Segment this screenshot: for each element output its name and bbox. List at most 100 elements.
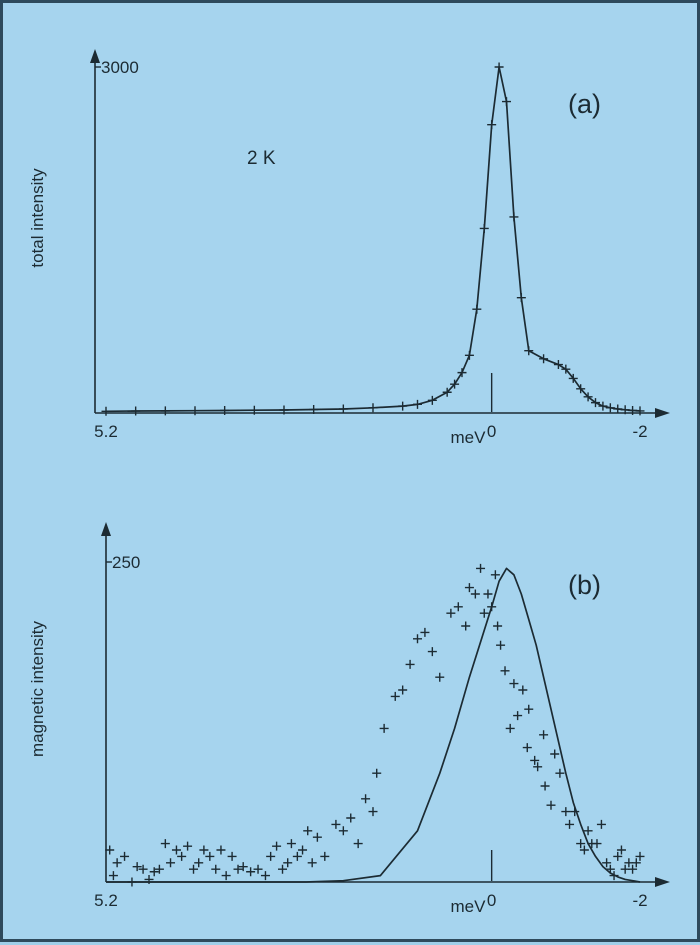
series-0-point bbox=[298, 845, 308, 855]
series-0-point bbox=[530, 755, 540, 765]
series-0-point bbox=[453, 602, 463, 612]
series-0-point bbox=[190, 406, 200, 416]
series-0-point bbox=[361, 794, 371, 804]
series-0-point bbox=[312, 832, 322, 842]
series-0-point bbox=[540, 781, 550, 791]
series-0-point bbox=[505, 723, 515, 733]
y-tick-label: 3000 bbox=[101, 58, 139, 77]
series-0-point bbox=[216, 845, 226, 855]
series-0-point bbox=[602, 858, 612, 868]
series-0-point bbox=[220, 405, 230, 415]
series-0-point bbox=[238, 862, 248, 872]
series-0-point bbox=[500, 666, 510, 676]
series-0-point bbox=[628, 864, 638, 874]
y-tick-label: 250 bbox=[112, 553, 140, 572]
series-0-point bbox=[279, 405, 289, 415]
series-0-point bbox=[613, 851, 623, 861]
series-0-point bbox=[205, 851, 215, 861]
series-0-point bbox=[583, 826, 593, 836]
series-0-point bbox=[598, 401, 608, 411]
series-0-point bbox=[132, 862, 142, 872]
series-0-point bbox=[266, 851, 276, 861]
series-0-point bbox=[464, 583, 474, 593]
series-0-point bbox=[108, 871, 118, 881]
series-0-point bbox=[591, 398, 600, 408]
series-0-point bbox=[539, 730, 549, 740]
series-0-point bbox=[160, 839, 170, 849]
series-1-line bbox=[106, 567, 641, 883]
series-0-point bbox=[464, 350, 474, 360]
series-0-point bbox=[160, 406, 170, 416]
series-0-point bbox=[233, 864, 243, 874]
series-0-point bbox=[120, 851, 130, 861]
series-0-point bbox=[631, 858, 641, 868]
series-0-point bbox=[561, 807, 571, 817]
series-0-point bbox=[522, 743, 532, 753]
series-0-point bbox=[635, 406, 645, 416]
series-0-point bbox=[596, 819, 606, 829]
series-0-point bbox=[516, 293, 526, 303]
series-0-point bbox=[616, 845, 626, 855]
x-axis-label: meV bbox=[451, 897, 487, 916]
series-0-point bbox=[635, 851, 645, 861]
series-0-point bbox=[283, 858, 293, 868]
x-tick-label: -2 bbox=[632, 891, 647, 910]
series-0-point bbox=[513, 711, 523, 721]
series-0-point bbox=[568, 373, 578, 383]
series-0-point bbox=[353, 839, 363, 849]
series-0-point bbox=[435, 672, 445, 682]
series-0-point bbox=[278, 864, 288, 874]
series-0-point bbox=[502, 97, 511, 107]
x-axis-arrow bbox=[655, 408, 670, 418]
series-0-point bbox=[398, 685, 408, 695]
series-0-point bbox=[189, 864, 199, 874]
x-tick-label: 5.2 bbox=[94, 422, 118, 441]
series-0-point bbox=[221, 871, 231, 881]
series-0-point bbox=[483, 589, 493, 599]
series-0-point bbox=[470, 589, 480, 599]
series-0-point bbox=[546, 800, 556, 810]
y-axis-label: magnetic intensity bbox=[28, 620, 47, 757]
series-0-point bbox=[487, 120, 497, 130]
series-0-point bbox=[413, 634, 422, 644]
series-0-point bbox=[368, 403, 378, 413]
series-0-point bbox=[579, 845, 589, 855]
series-0-point bbox=[138, 864, 148, 874]
series-0-point bbox=[509, 679, 519, 689]
series-0-point bbox=[461, 621, 471, 631]
series-0-point bbox=[518, 685, 528, 695]
x-tick-label: 5.2 bbox=[94, 891, 118, 910]
series-0-point bbox=[199, 845, 209, 855]
series-0-point bbox=[320, 851, 330, 861]
series-0-point bbox=[194, 858, 204, 868]
series-0-point bbox=[149, 867, 159, 877]
series-0-point bbox=[472, 304, 482, 314]
series-0-point bbox=[101, 406, 111, 416]
x-tick-label: 0 bbox=[487, 891, 496, 910]
series-0-point bbox=[112, 858, 122, 868]
series-0-point bbox=[171, 845, 181, 855]
series-0-point bbox=[309, 405, 319, 415]
series-0-point bbox=[446, 608, 456, 618]
series-0-point bbox=[490, 570, 500, 580]
y-axis-arrow bbox=[90, 49, 100, 63]
series-0-point bbox=[450, 379, 460, 389]
series-0-point bbox=[561, 364, 571, 374]
series-0-point bbox=[368, 807, 378, 817]
series-0-point bbox=[211, 864, 221, 874]
chart-b: 250 5.2 0 -2 meV magnetic intensity (b) bbox=[28, 522, 670, 916]
series-0-point bbox=[246, 867, 256, 877]
y-axis-label: total intensity bbox=[28, 168, 47, 268]
series-0-point bbox=[524, 346, 534, 356]
series-0-point bbox=[272, 841, 282, 851]
series-0-point bbox=[493, 621, 503, 631]
series-0-point bbox=[227, 851, 237, 861]
series-0-point bbox=[427, 395, 437, 405]
series-0-point bbox=[476, 563, 486, 573]
series-0-point bbox=[307, 858, 317, 868]
series-0-point bbox=[292, 851, 302, 861]
series-0-point bbox=[183, 841, 193, 851]
series-0-point bbox=[553, 360, 563, 370]
temperature-annotation: 2 K bbox=[247, 148, 276, 169]
